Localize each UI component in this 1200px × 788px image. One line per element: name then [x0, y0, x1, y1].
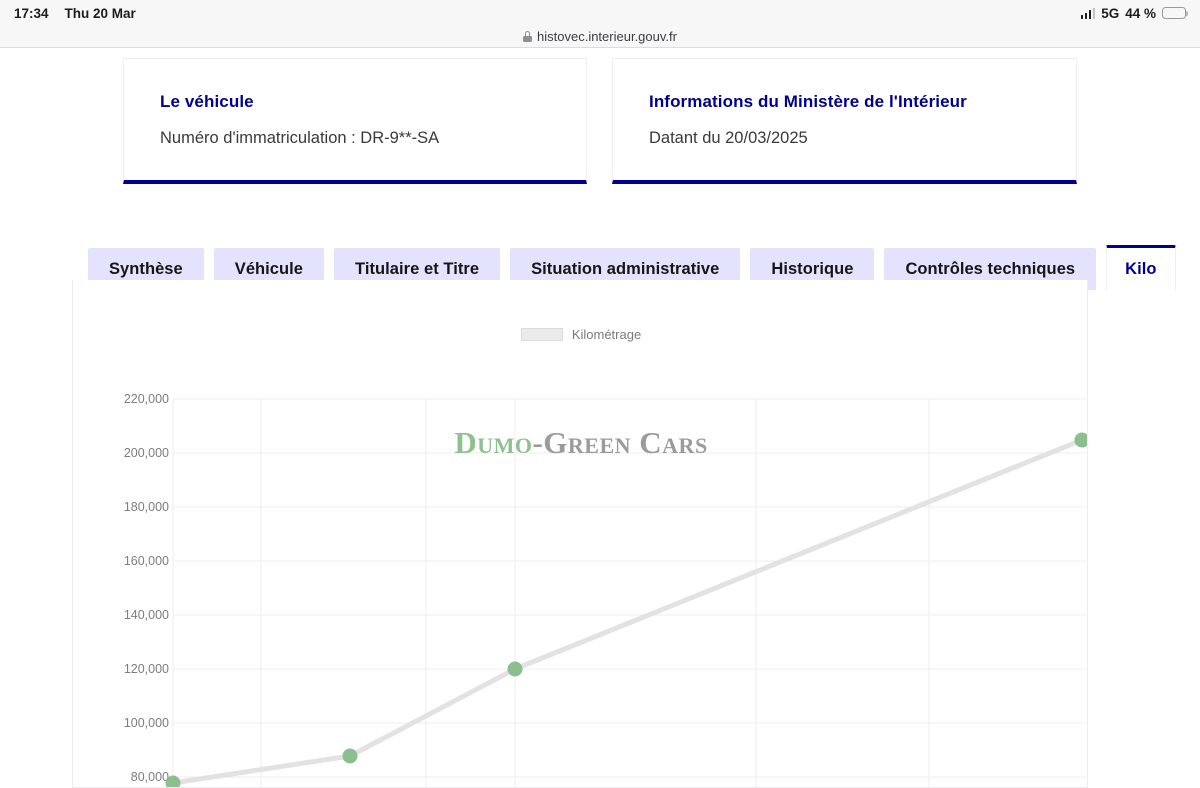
y-axis-tick: 200,000: [123, 446, 169, 460]
y-axis-tick: 160,000: [123, 554, 169, 568]
page-content: Le véhicule Numéro d'immatriculation : D…: [0, 49, 1200, 788]
y-axis-tick: 80,000: [130, 770, 169, 784]
url-inner[interactable]: histovec.interieur.gouv.fr: [523, 29, 677, 44]
data-point: [1074, 432, 1087, 448]
tab-label: Véhicule: [234, 259, 304, 278]
data-point: [165, 775, 181, 787]
vehicle-card: Le véhicule Numéro d'immatriculation : D…: [123, 58, 587, 184]
vehicle-registration-text: Numéro d'immatriculation : DR-9**-SA: [160, 129, 440, 147]
browser-url-bar[interactable]: histovec.interieur.gouv.fr: [0, 26, 1200, 48]
data-point: [507, 661, 523, 677]
status-network: 5G: [1101, 5, 1120, 21]
status-date: Thu 20 Mar: [64, 5, 136, 21]
status-bar-right: 5G 44 %: [1080, 5, 1200, 21]
tab-label: Titulaire et Titre: [355, 259, 480, 278]
legend-label-kilometrage: Kilométrage: [571, 327, 642, 342]
kilometrage-line-chart: [73, 280, 1087, 787]
battery-icon: [1162, 7, 1189, 19]
signal-bars-icon: [1080, 7, 1096, 19]
horizontal-gridlines: [173, 398, 1087, 778]
kilometrage-panel: Kilométrage 220,000 200,000 180,000 160,…: [72, 280, 1088, 788]
ministry-card-date: Datant du 20/03/2025: [649, 129, 808, 147]
url-text: histovec.interieur.gouv.fr: [537, 29, 677, 44]
y-axis-tick: 120,000: [123, 662, 169, 676]
tab-label: Contrôles techniques: [905, 259, 1076, 278]
vehicle-card-title: Le véhicule: [160, 92, 254, 111]
legend-swatch-kilometrage: [520, 328, 563, 341]
info-cards: Le véhicule Numéro d'immatriculation : D…: [0, 58, 1200, 188]
data-point: [342, 748, 358, 764]
tab-label: Historique: [771, 259, 854, 278]
tab-kilometrage[interactable]: Kilo: [1106, 245, 1176, 290]
y-axis-tick: 140,000: [123, 608, 169, 622]
chart-svg: [165, 398, 1087, 787]
vertical-gridlines: [172, 399, 930, 787]
ministry-card-title: Informations du Ministère de l'Intérieur: [649, 92, 967, 111]
kilometrage-line: [170, 437, 1085, 786]
chart-legend[interactable]: Kilométrage: [73, 327, 1087, 342]
status-bar-left: 17:34 Thu 20 Mar: [0, 6, 136, 21]
kilometrage-data-points: [165, 432, 1087, 787]
y-axis-tick: 100,000: [123, 716, 169, 730]
tab-label: Kilo: [1125, 259, 1157, 278]
status-battery-text: 44 %: [1125, 5, 1156, 21]
tab-label: Synthèse: [109, 259, 183, 278]
lock-icon: [523, 31, 533, 42]
status-time: 17:34: [14, 5, 49, 21]
y-axis-tick: 180,000: [123, 500, 169, 514]
tab-label: Situation administrative: [531, 259, 720, 278]
ministry-card: Informations du Ministère de l'Intérieur…: [612, 58, 1077, 184]
ios-status-bar: 17:34 Thu 20 Mar 5G 44 %: [0, 0, 1200, 26]
y-axis-tick: 220,000: [123, 392, 169, 406]
